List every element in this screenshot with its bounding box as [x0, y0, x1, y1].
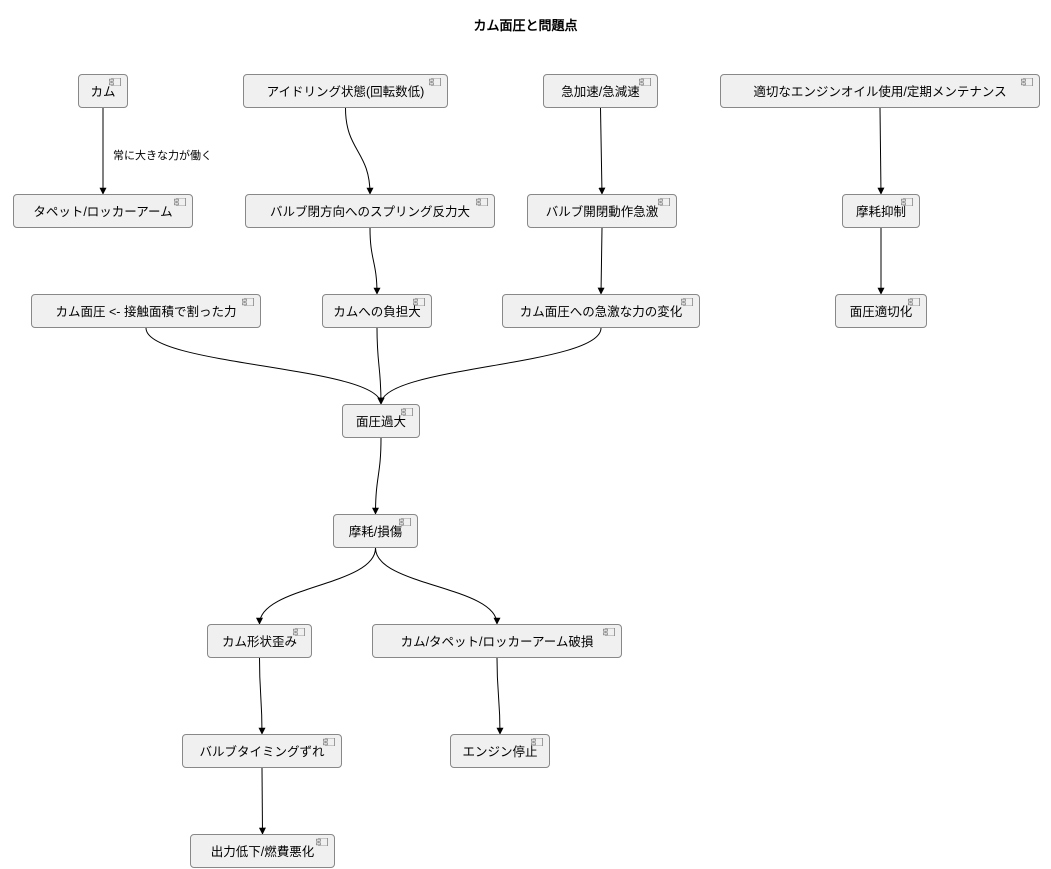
node-cam: カム	[78, 74, 128, 108]
edge-breakage-engine_stop	[497, 658, 500, 734]
node-label: カム面圧への急激な力の変化	[520, 305, 683, 319]
edge-load-overpressure	[377, 328, 381, 404]
node-output: 出力低下/燃費悪化	[190, 834, 335, 868]
node-optimal: 面圧適切化	[835, 294, 927, 328]
edge-accel-rapid_open	[601, 108, 603, 194]
edge-timing-output	[262, 768, 263, 834]
node-accel: 急加速/急減速	[543, 74, 658, 108]
node-load: カムへの負担大	[322, 294, 432, 328]
node-label: バルブ開閉動作急激	[546, 205, 659, 219]
node-surface_def: カム面圧 <- 接触面積で割った力	[31, 294, 261, 328]
node-label: バルブタイミングずれ	[199, 745, 324, 759]
node-oil: 適切なエンジンオイル使用/定期メンテナンス	[720, 74, 1040, 108]
node-overpressure: 面圧過大	[342, 404, 420, 438]
node-wear: 摩耗/損傷	[333, 514, 418, 548]
node-rapid_open: バルブ開閉動作急激	[527, 194, 677, 228]
node-label: 摩耗抑制	[856, 205, 906, 219]
node-idling: アイドリング状態(回転数低)	[243, 74, 448, 108]
edge-idling-spring	[346, 108, 371, 194]
edge-rapid_change-overpressure	[381, 328, 601, 404]
node-label: カムへの負担大	[333, 305, 421, 319]
node-label: 面圧適切化	[850, 305, 913, 319]
node-label: 面圧過大	[356, 415, 406, 429]
edge-wear-breakage	[376, 548, 498, 624]
node-label: 摩耗/損傷	[349, 525, 402, 539]
node-label: カム面圧 <- 接触面積で割った力	[56, 305, 237, 319]
edge-wear-distortion	[260, 548, 376, 624]
node-breakage: カム/タペット/ロッカーアーム破損	[372, 624, 622, 658]
node-label: タペット/ロッカーアーム	[33, 205, 172, 219]
node-spring: バルブ閉方向へのスプリング反力大	[245, 194, 495, 228]
node-label: 出力低下/燃費悪化	[211, 845, 314, 859]
node-label: カム	[90, 85, 115, 99]
edge-overpressure-wear	[376, 438, 382, 514]
node-label: 適切なエンジンオイル使用/定期メンテナンス	[753, 85, 1006, 99]
node-label: エンジン停止	[462, 745, 537, 759]
diagram-title: カム面圧と問題点	[0, 0, 1051, 39]
node-label: カム形状歪み	[222, 635, 297, 649]
edge-surface_def-overpressure	[146, 328, 381, 404]
node-label: バルブ閉方向へのスプリング反力大	[270, 205, 470, 219]
edge-spring-load	[370, 228, 377, 294]
edge-oil-wear_suppress	[880, 108, 881, 194]
edge-distortion-timing	[260, 658, 263, 734]
node-wear_suppress: 摩耗抑制	[842, 194, 920, 228]
node-distortion: カム形状歪み	[207, 624, 312, 658]
node-label: アイドリング状態(回転数低)	[267, 85, 425, 99]
node-timing: バルブタイミングずれ	[182, 734, 342, 768]
node-engine_stop: エンジン停止	[450, 734, 550, 768]
node-tappet: タペット/ロッカーアーム	[13, 194, 193, 228]
node-rapid_change: カム面圧への急激な力の変化	[502, 294, 700, 328]
flowchart-canvas: カムタペット/ロッカーアーム アイドリング状態(回転数低) バルブ閉方向へのスプリン…	[0, 39, 1051, 869]
edge-rapid_open-rapid_change	[601, 228, 602, 294]
node-label: カム/タペット/ロッカーアーム破損	[401, 635, 594, 649]
edge-label-cam-tappet: 常に大きな力が働く	[113, 147, 212, 163]
node-label: 急加速/急減速	[561, 85, 639, 99]
